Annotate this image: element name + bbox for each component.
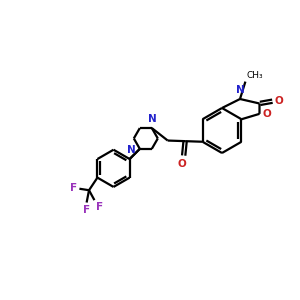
Text: O: O [275,96,284,106]
Text: N: N [148,115,157,124]
Text: N: N [236,85,244,95]
Text: F: F [83,205,90,215]
Text: N: N [128,145,136,155]
Text: O: O [262,109,271,119]
Text: O: O [178,159,187,169]
Text: F: F [96,202,103,212]
Text: F: F [70,183,77,194]
Text: CH₃: CH₃ [247,71,263,80]
